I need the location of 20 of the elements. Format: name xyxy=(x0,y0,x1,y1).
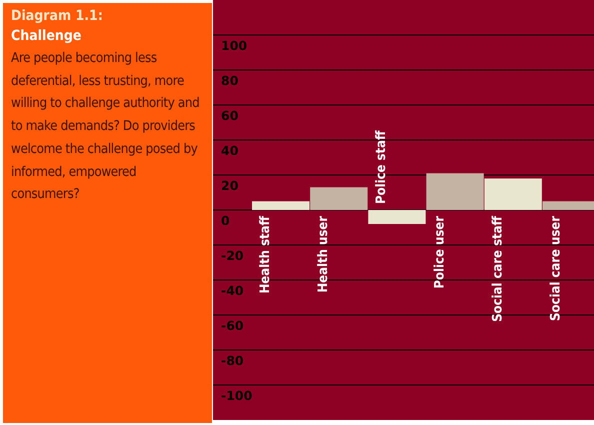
y-tick-label: 20 xyxy=(221,178,239,193)
y-tick-label: 80 xyxy=(221,73,239,88)
x-tick-label: Police user xyxy=(432,216,448,289)
text: Diagram 1.1: xyxy=(11,8,103,24)
y-tick-label: -80 xyxy=(221,353,244,368)
y-tick-label: 100 xyxy=(221,38,248,53)
text: Are people becoming less deferential, less trusting, more willing to challenge authority and to make demands? Do providers welcome the challenge posed by informed, empowered consumers? xyxy=(11,50,200,204)
y-tick-label: -40 xyxy=(221,283,244,298)
y-tick-label: -60 xyxy=(221,318,244,333)
x-tick-label: Police staff xyxy=(374,130,390,204)
text: Challenge xyxy=(11,28,82,44)
x-tick-label: Health user xyxy=(316,216,332,293)
x-tick-label: Social care user xyxy=(548,216,564,321)
y-tick-label: -20 xyxy=(221,248,244,263)
y-tick-label: 0 xyxy=(221,213,230,228)
y-tick-label: 60 xyxy=(221,108,239,123)
y-tick-label: -100 xyxy=(221,388,253,403)
x-tick-label: Social care staff xyxy=(490,215,506,322)
y-tick-label: 40 xyxy=(221,143,239,158)
x-tick-label: Health staff xyxy=(258,215,273,294)
